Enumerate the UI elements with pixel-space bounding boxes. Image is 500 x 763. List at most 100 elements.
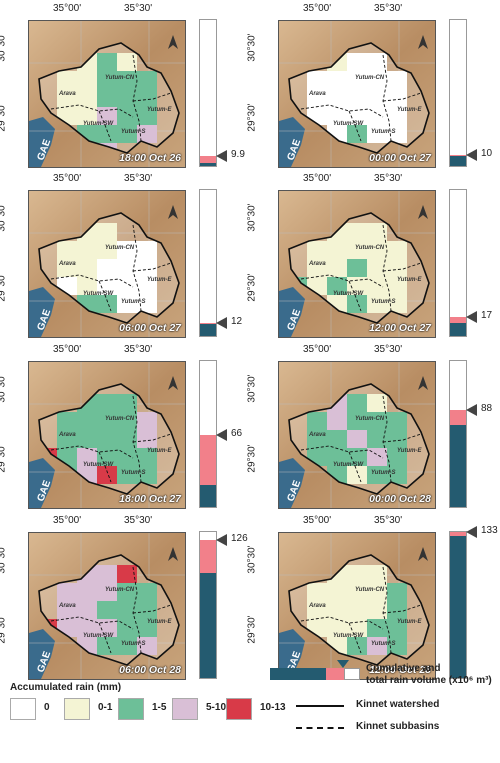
rain-cell (327, 430, 347, 448)
legend-class-label: 10-13 (260, 702, 286, 713)
rain-cell (367, 241, 387, 259)
label-yutum-cn: Yutum-CN (355, 75, 385, 81)
subbasin-line (382, 262, 422, 272)
map-frame: Arava Yutum-CN Yutum-E Yutum-SW Yutum-S GAE 12… (278, 190, 436, 338)
rain-cell (327, 107, 347, 125)
sea-area (279, 287, 305, 337)
rain-cell (117, 466, 137, 484)
north-arrow-icon (168, 35, 178, 49)
rain-cell (347, 412, 367, 430)
longitude-label-1: 35°00' (53, 3, 82, 14)
subbasin-line (382, 433, 422, 443)
rain-cell (367, 71, 387, 89)
rain-cell (367, 259, 387, 277)
rain-cell (367, 53, 387, 71)
rain-cell (97, 619, 117, 637)
rain-cell (97, 107, 117, 125)
rain-cell (367, 412, 387, 430)
rain-cell (97, 125, 117, 143)
rain-cell (347, 394, 367, 412)
total-swatch (326, 668, 344, 680)
watershed-outline (288, 212, 430, 324)
rain-cell (57, 259, 77, 277)
volume-bar (199, 19, 217, 167)
rain-cell (117, 107, 137, 125)
rain-cell (117, 430, 137, 448)
volume-legend-bar (270, 660, 360, 680)
rain-cell (137, 125, 157, 143)
map-panel: 35°00' 35°30' 30°30' 29°30' Arava Yutum-CN Yut… (247, 170, 500, 346)
cumulative-volume-fill (450, 322, 466, 336)
rain-cell (57, 89, 77, 107)
map-frame: Arava Yutum-CN Yutum-E Yutum-SW Yutum-S GAE 12… (278, 532, 436, 680)
rain-cell (137, 71, 157, 89)
cumulative-swatch (270, 668, 326, 680)
north-arrow-icon (418, 35, 428, 49)
map-panel: 35°00' 35°30' 30°30' 29°30' Arava Yutum-CN Yut… (0, 170, 250, 346)
rain-cell (137, 637, 157, 655)
rain-cell (117, 259, 137, 277)
label-arava: Arava (58, 91, 76, 97)
rain-cell (367, 277, 387, 295)
rain-cell (347, 71, 367, 89)
total-volume-fill (450, 410, 466, 426)
label-yutum-e: Yutum-E (397, 107, 422, 113)
label-yutum-sw: Yutum-SW (83, 462, 114, 468)
volume-value: 17 (481, 310, 493, 322)
rain-cell (367, 466, 387, 484)
volume-marker-icon (466, 311, 477, 324)
rain-cell (117, 619, 137, 637)
subbasin-line (348, 280, 362, 312)
rain-cell (97, 466, 117, 484)
rain-cell (387, 430, 407, 448)
volume-value: 133 (481, 525, 498, 536)
label-yutum-cn: Yutum-CN (355, 587, 385, 593)
subbasin-line (98, 622, 112, 654)
label-arava: Arava (308, 432, 326, 438)
rain-cell (367, 89, 387, 107)
latitude-label-1: 30°30' (246, 33, 258, 62)
rain-cell (387, 583, 407, 601)
rain-cell (97, 259, 117, 277)
subbasin-line (98, 451, 112, 483)
rain-cell (367, 637, 387, 655)
subbasins-legend-label: Kinnet subbasins (356, 721, 440, 732)
legend-swatch (10, 698, 36, 720)
rain-cell (387, 448, 407, 466)
sea-area (29, 458, 55, 508)
label-arava: Arava (308, 261, 326, 267)
rain-cell (57, 241, 77, 259)
sea-area (279, 458, 305, 508)
label-yutum-sw: Yutum-SW (333, 633, 364, 639)
rain-cell (387, 295, 407, 313)
label-yutum-cn: Yutum-CN (355, 245, 385, 251)
rain-cell (117, 394, 137, 412)
rain-cell (387, 89, 407, 107)
label-yutum-sw: Yutum-SW (333, 121, 364, 127)
subbasin-line (98, 110, 112, 142)
subbasin-line (132, 604, 172, 614)
volume-marker-icon (216, 428, 227, 441)
rain-cell (387, 241, 407, 259)
legend-swatch (172, 698, 198, 720)
rain-cell (97, 277, 117, 295)
legend-class-label: 0 (44, 702, 50, 713)
cumulative-volume-fill (450, 425, 466, 507)
label-yutum-sw: Yutum-SW (333, 462, 364, 468)
label-yutum-cn: Yutum-CN (105, 75, 135, 81)
rain-cell (137, 107, 157, 125)
rain-cell (327, 89, 347, 107)
rain-cell (387, 619, 407, 637)
longitude-label-1: 35°00' (303, 515, 332, 526)
rain-cell (307, 601, 327, 619)
rain-cell (387, 412, 407, 430)
latitude-label-1: 30°30' (0, 33, 8, 62)
rain-cell (97, 565, 117, 583)
rain-cell (137, 412, 157, 430)
map-panel: 35°00' 35°30' 30°30' 29°30' Arava Yutum-CN Yut… (0, 512, 250, 688)
rain-cell (367, 601, 387, 619)
rain-cell (77, 107, 97, 125)
map-frame: Arava Yutum-CN Yutum-E Yutum-SW Yutum-S GAE 06… (28, 190, 186, 338)
rain-cell (117, 53, 137, 71)
